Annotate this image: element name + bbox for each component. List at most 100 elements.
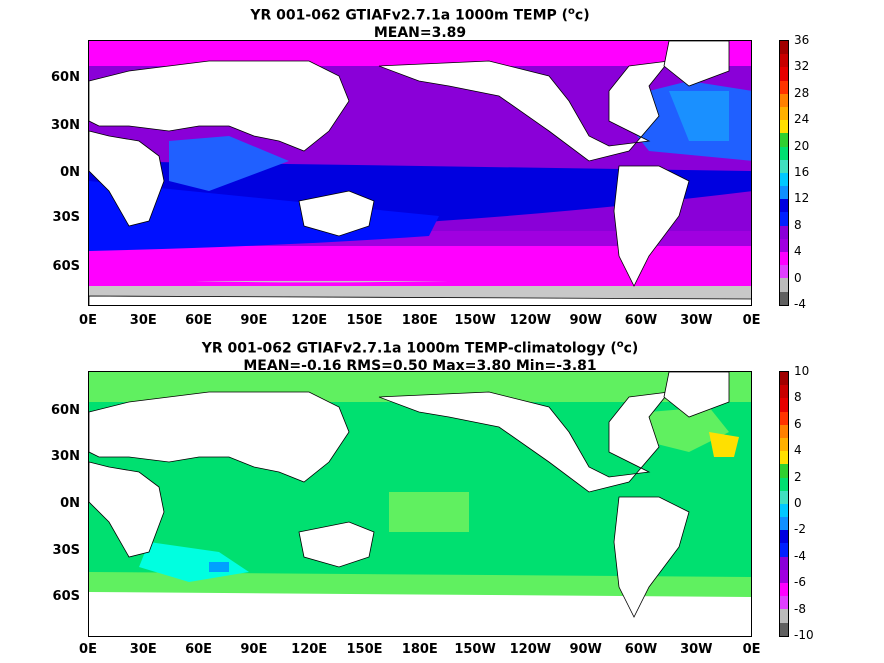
lon-label: 30W — [680, 642, 713, 657]
colorbar-swatch — [780, 146, 788, 160]
colorbar-swatch — [780, 622, 788, 636]
colorbar-swatch — [780, 530, 788, 544]
colorbar-label: -4 — [794, 297, 806, 311]
lat-label-60n: 60N — [51, 70, 80, 85]
colorbar-swatch — [780, 424, 788, 438]
colorbar-swatch — [780, 291, 788, 305]
lon-label: 60E — [185, 313, 213, 328]
lat-label-30n: 30N — [51, 449, 80, 464]
colorbar-swatch — [780, 41, 788, 55]
colorbar-swatch — [780, 451, 788, 465]
panel1-title: YR 001-062 GTIAFv2.7.1a 1000m TEMP (oc) … — [0, 3, 840, 42]
colorbar-label: 4 — [794, 244, 802, 259]
lon-label: 30W — [680, 313, 713, 328]
lon-label: 0E — [79, 642, 97, 657]
colorbar-swatch — [780, 385, 788, 399]
lon-label: 180E — [401, 642, 438, 657]
lon-label: 150E — [346, 642, 383, 657]
colorbar-label: -6 — [794, 575, 806, 590]
colorbar-label: 4 — [794, 443, 802, 458]
degree-sup: o — [568, 6, 575, 17]
panel2-map — [88, 371, 752, 637]
panel2-map-svg — [89, 372, 751, 636]
degree-sup: o — [616, 339, 624, 350]
lon-label: 30E — [129, 642, 157, 657]
lon-label: 30E — [129, 313, 157, 328]
lon-label: 0E — [79, 313, 97, 328]
colorbar-label: 32 — [794, 59, 810, 74]
colorbar-label: 24 — [794, 112, 810, 127]
lon-label: 150W — [454, 642, 496, 657]
lon-label: 60W — [624, 642, 658, 657]
colorbar-label: -2 — [794, 522, 806, 537]
colorbar-swatch — [780, 67, 788, 81]
colorbar-swatch — [780, 398, 788, 412]
colorbar-swatch — [780, 596, 788, 610]
lon-label: 0E — [742, 313, 761, 328]
colorbar-label: 8 — [794, 217, 802, 232]
panel1-map-svg — [89, 41, 751, 305]
panel1-colorbar — [779, 40, 789, 306]
panel2-title-text: YR 001-062 GTIAFv2.7.1a 1000m TEMP-clima… — [201, 340, 617, 357]
colorbar-swatch — [780, 569, 788, 583]
panel2-title: YR 001-062 GTIAFv2.7.1a 1000m TEMP-clima… — [0, 336, 840, 375]
colorbar-swatch — [780, 477, 788, 491]
lon-label: 0E — [742, 642, 761, 657]
colorbar-swatch — [780, 278, 788, 292]
colorbar-label: 6 — [794, 416, 802, 431]
lon-label: 90W — [569, 642, 602, 657]
colorbar-swatch — [780, 93, 788, 107]
panel2-stats: MEAN=-0.16 RMS=0.50 Max=3.80 Min=-3.81 — [243, 357, 597, 374]
colorbar-label: 28 — [794, 85, 810, 100]
colorbar-swatch — [780, 106, 788, 121]
lon-label: 120W — [509, 642, 552, 657]
panel2-title-unit: c) — [623, 340, 639, 357]
colorbar-label: 10 — [794, 364, 810, 378]
colorbar-swatch — [780, 172, 788, 187]
colorbar-swatch — [780, 80, 788, 94]
colorbar-swatch — [780, 490, 788, 504]
colorbar-swatch — [780, 199, 788, 213]
lat-label-0n: 0N — [60, 496, 80, 511]
panel1-map — [88, 40, 752, 306]
colorbar-swatch — [780, 556, 788, 570]
colorbar-swatch — [780, 133, 788, 147]
lat-label-30s: 30S — [52, 543, 80, 558]
colorbar-swatch — [780, 159, 788, 173]
lon-label: 60E — [185, 642, 213, 657]
panel1-title-text: YR 001-062 GTIAFv2.7.1a 1000m TEMP ( — [250, 7, 569, 24]
colorbar-swatch — [780, 503, 788, 518]
colorbar-swatch — [780, 120, 788, 134]
panel1-mean: MEAN=3.89 — [373, 24, 467, 41]
colorbar-swatch — [780, 252, 788, 266]
lon-label: 120E — [291, 313, 328, 328]
colorbar-label: 0 — [794, 270, 802, 285]
lon-label: 60W — [624, 313, 658, 328]
lat-label-30s: 30S — [52, 210, 80, 225]
colorbar-swatch — [780, 186, 788, 200]
colorbar-label: -8 — [794, 601, 806, 616]
colorbar-label: 20 — [794, 138, 810, 153]
lat-label-30n: 30N — [51, 118, 80, 133]
colorbar-label: 16 — [794, 165, 810, 179]
lat-label-60n: 60N — [51, 403, 80, 418]
colorbar-swatch — [780, 609, 788, 623]
lon-label: 90W — [569, 313, 602, 328]
colorbar-swatch — [780, 583, 788, 597]
colorbar-swatch — [780, 212, 788, 226]
colorbar-swatch — [780, 238, 788, 252]
colorbar-label: 0 — [794, 496, 802, 510]
lat-label-0n: 0N — [60, 165, 80, 180]
panel2-colorbar — [779, 371, 789, 637]
colorbar-label: 12 — [794, 191, 810, 206]
lon-label: 180E — [401, 313, 438, 328]
colorbar-label: -10 — [794, 628, 814, 642]
colorbar-swatch — [780, 543, 788, 557]
colorbar-swatch — [780, 411, 788, 425]
panel1-title-unit: c) — [574, 7, 590, 24]
colorbar-swatch — [780, 517, 788, 531]
colorbar-swatch — [780, 372, 788, 386]
colorbar-swatch — [780, 265, 788, 279]
lon-label: 90E — [240, 313, 268, 328]
lat-label-60s: 60S — [52, 259, 80, 274]
